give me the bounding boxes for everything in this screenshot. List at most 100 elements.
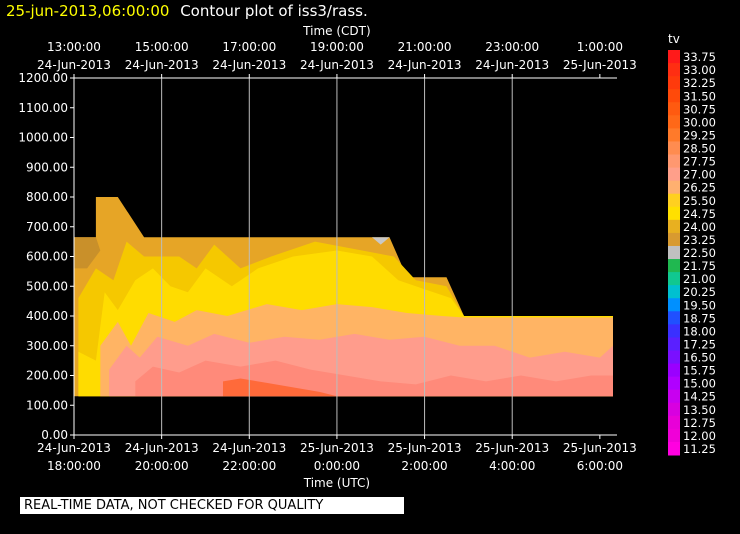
y-tick-label: 400.00	[26, 309, 68, 323]
colorbar-swatch-24	[668, 363, 680, 378]
x-tick-time-label: 18:00:00	[47, 459, 101, 473]
top-tick-time-label: 1:00:00	[577, 40, 623, 54]
top-tick-time-label: 23:00:00	[485, 40, 539, 54]
colorbar-swatch-14	[668, 232, 680, 247]
colorbar-level-label: 12.75	[683, 416, 716, 430]
colorbar-level-label: 31.50	[683, 89, 716, 103]
colorbar-level-label: 32.25	[683, 76, 716, 90]
colorbar-swatch-13	[668, 219, 680, 234]
x-tick-time-label: 6:00:00	[577, 459, 623, 473]
colorbar-level-label: 27.75	[683, 155, 716, 169]
colorbar-level-label: 20.25	[683, 285, 716, 299]
top-tick-date-label: 25-Jun-2013	[563, 58, 637, 72]
colorbar-level-label: 29.25	[683, 128, 716, 142]
colorbar-swatch-15	[668, 245, 680, 260]
top-axis-title: Time (CDT)	[302, 24, 371, 38]
colorbar-level-label: 12.00	[683, 429, 716, 443]
y-tick-label: 1200.00	[18, 71, 68, 85]
colorbar-level-label: 11.25	[683, 442, 716, 456]
colorbar-level-label: 23.25	[683, 233, 716, 247]
colorbar-level-label: 17.25	[683, 337, 716, 351]
chart-date-label: 25-jun-2013,06:00:00	[6, 2, 170, 20]
contour-region-8	[223, 378, 337, 397]
x-tick-date-label: 25-Jun-2013	[388, 441, 462, 455]
y-tick-label: 800.00	[26, 190, 68, 204]
colorbar-swatch-0	[668, 50, 680, 64]
colorbar-swatch-11	[668, 193, 680, 208]
y-tick-label: 1100.00	[18, 101, 68, 115]
x-tick-time-label: 4:00:00	[489, 459, 535, 473]
x-axis-title: Time (UTC)	[303, 476, 370, 490]
colorbar-swatch-28	[668, 415, 680, 430]
quality-notice: REAL-TIME DATA, NOT CHECKED FOR QUALITY	[20, 497, 404, 514]
colorbar-level-label: 18.00	[683, 324, 716, 338]
colorbar-level-label: 33.00	[683, 63, 716, 77]
x-tick-time-label: 2:00:00	[401, 459, 447, 473]
top-tick-time-label: 13:00:00	[47, 40, 101, 54]
colorbar-swatch-7	[668, 141, 680, 156]
contour-region-2	[372, 237, 390, 245]
contour-region-1	[74, 237, 101, 269]
colorbar-level-label: 21.00	[683, 272, 716, 286]
colorbar-level-label: 19.50	[683, 298, 716, 312]
colorbar-level-label: 16.50	[683, 351, 716, 365]
x-tick-date-label: 24-Jun-2013	[125, 441, 199, 455]
x-tick-date-label: 25-Jun-2013	[475, 441, 549, 455]
x-tick-time-label: 20:00:00	[135, 459, 189, 473]
colorbar-swatch-8	[668, 154, 680, 169]
colorbar-swatch-29	[668, 428, 680, 443]
colorbar-level-label: 33.75	[683, 50, 716, 64]
colorbar-title: tv	[668, 32, 680, 46]
colorbar-swatch-23	[668, 350, 680, 365]
x-tick-date-label: 24-Jun-2013	[212, 441, 286, 455]
colorbar-swatch-21	[668, 324, 680, 338]
y-tick-label: 500.00	[26, 279, 68, 293]
y-tick-label: 700.00	[26, 220, 68, 234]
top-tick-date-label: 24-Jun-2013	[300, 58, 374, 72]
colorbar-swatch-25	[668, 376, 680, 391]
colorbar-swatch-2	[668, 76, 680, 90]
x-tick-time-label: 22:00:00	[222, 459, 276, 473]
colorbar-level-label: 27.00	[683, 168, 716, 182]
colorbar-level-label: 15.75	[683, 364, 716, 378]
colorbar-swatch-30	[668, 441, 680, 456]
y-tick-label: 900.00	[26, 160, 68, 174]
colorbar-level-label: 14.25	[683, 390, 716, 404]
colorbar-swatch-17	[668, 272, 680, 286]
colorbar-swatch-12	[668, 206, 680, 221]
colorbar-swatch-18	[668, 285, 680, 299]
chart-title-row: 25-jun-2013,06:00:00 Contour plot of iss…	[6, 2, 368, 20]
colorbar-swatch-5	[668, 115, 680, 129]
colorbar-swatch-20	[668, 311, 680, 325]
top-tick-time-label: 15:00:00	[135, 40, 189, 54]
y-tick-label: 0.00	[41, 428, 68, 442]
colorbar-level-label: 15.00	[683, 377, 716, 391]
y-tick-label: 1000.00	[18, 131, 68, 145]
top-tick-date-label: 24-Jun-2013	[475, 58, 549, 72]
colorbar-swatch-4	[668, 102, 680, 116]
colorbar-swatch-1	[668, 63, 680, 77]
y-tick-label: 600.00	[26, 250, 68, 264]
colorbar-level-label: 30.00	[683, 115, 716, 129]
x-tick-date-label: 24-Jun-2013	[37, 441, 111, 455]
colorbar-swatch-3	[668, 89, 680, 103]
colorbar-level-label: 25.50	[683, 194, 716, 208]
colorbar-swatch-6	[668, 128, 680, 142]
top-tick-date-label: 24-Jun-2013	[125, 58, 199, 72]
colorbar-swatch-27	[668, 402, 680, 417]
colorbar-swatch-9	[668, 167, 680, 182]
y-tick-label: 100.00	[26, 398, 68, 412]
colorbar-level-label: 30.75	[683, 102, 716, 116]
colorbar-level-label: 24.75	[683, 207, 716, 221]
colorbar-swatch-26	[668, 389, 680, 404]
colorbar-level-label: 18.75	[683, 311, 716, 325]
colorbar-level-label: 22.50	[683, 246, 716, 260]
colorbar-level-label: 28.50	[683, 142, 716, 156]
colorbar-swatch-22	[668, 337, 680, 351]
colorbar-swatch-16	[668, 259, 680, 273]
colorbar-swatch-19	[668, 298, 680, 312]
colorbar-level-label: 24.00	[683, 220, 716, 234]
x-tick-time-label: 0:00:00	[314, 459, 360, 473]
colorbar-level-label: 26.25	[683, 181, 716, 195]
y-tick-label: 200.00	[26, 369, 68, 383]
